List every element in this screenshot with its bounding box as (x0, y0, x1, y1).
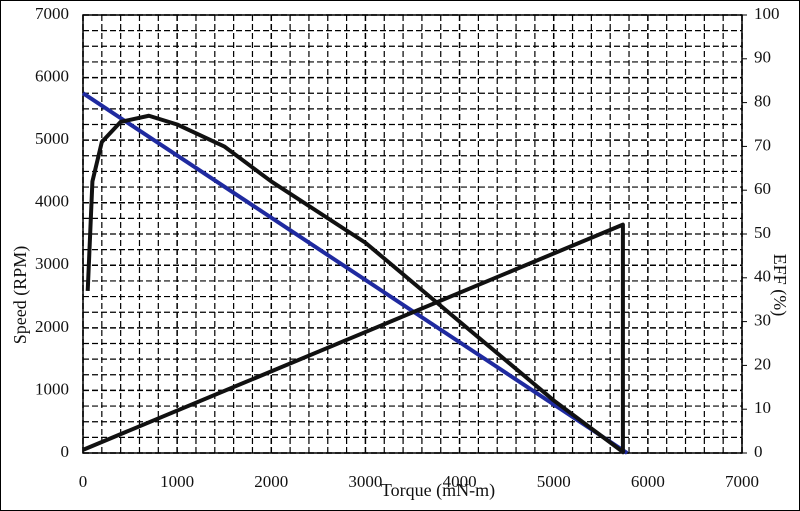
series-line (85, 113, 626, 455)
x-tick-label: 2000 (254, 472, 288, 491)
y2-tick-label: 50 (754, 223, 771, 242)
y-tick-label: 0 (61, 442, 70, 461)
y2-tick-label: 70 (754, 135, 771, 154)
y-tick-label: 2000 (35, 317, 69, 336)
x-tick-label: 5000 (537, 472, 571, 491)
series-line (82, 222, 625, 453)
x-tick-label: 6000 (631, 472, 665, 491)
y2-tick-label: 10 (754, 398, 771, 417)
y-tick-label: 6000 (35, 66, 69, 85)
plot-border (82, 14, 743, 454)
x-tick-label: 3000 (348, 472, 382, 491)
y2-tick-label: 60 (754, 179, 771, 198)
x-tick-label: 4000 (443, 472, 477, 491)
y-tick-label: 4000 (35, 192, 69, 211)
y2-tick-label: 90 (754, 48, 771, 67)
y-axis-title: Speed (RPM) (10, 246, 31, 345)
y2-axis-title: EFF (%) (769, 254, 790, 317)
series-line (81, 91, 629, 455)
x-tick-label: 0 (79, 472, 88, 491)
y2-tick-label: 0 (754, 442, 763, 461)
x-tick-label: 1000 (160, 472, 194, 491)
y2-tick-label: 100 (754, 4, 780, 23)
y2-tick-label: 20 (754, 354, 771, 373)
y-tick-label: 5000 (35, 129, 69, 148)
y-tick-label: 1000 (35, 379, 69, 398)
x-tick-label: 7000 (725, 472, 759, 491)
x-axis-title: Torque (mN-m) (381, 480, 495, 501)
y2-tick-label: 40 (754, 267, 771, 286)
y2-tick-label: 80 (754, 92, 771, 111)
y-tick-label: 3000 (35, 254, 69, 273)
y2-tick-label: 30 (754, 311, 771, 330)
y-tick-label: 7000 (35, 4, 69, 23)
